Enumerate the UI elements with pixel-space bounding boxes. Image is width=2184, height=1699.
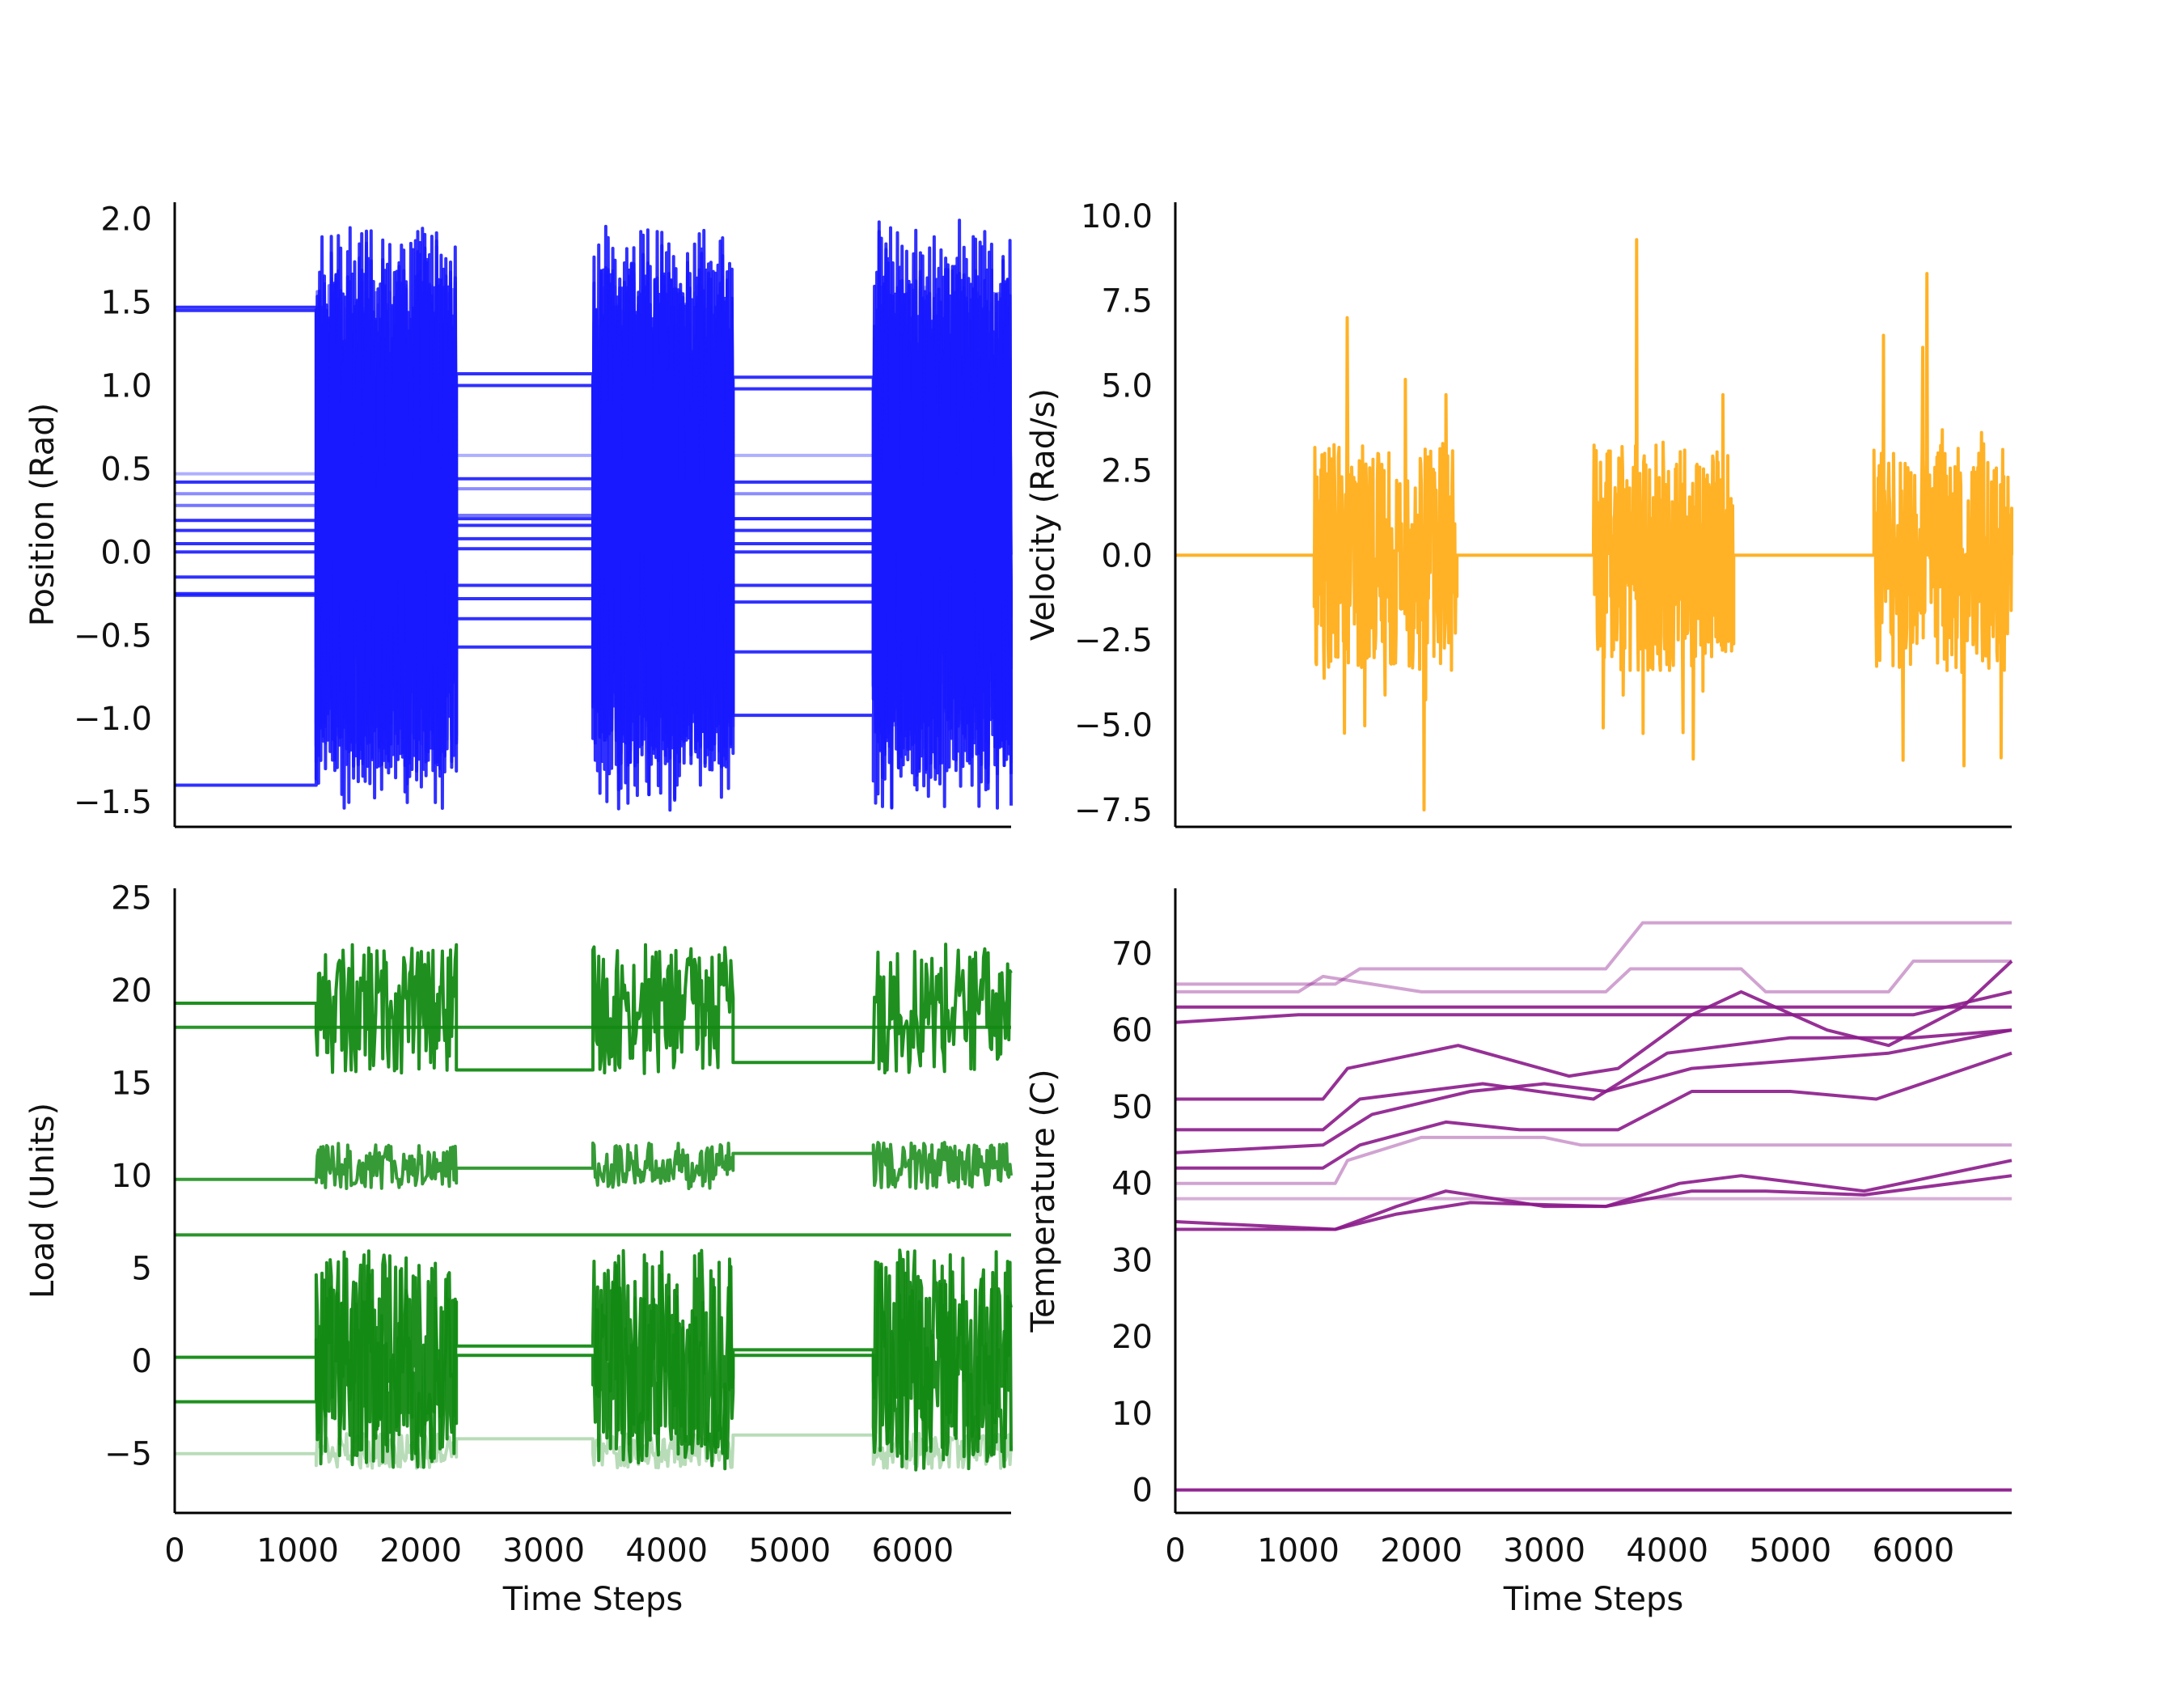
temperature-series-temp-h — [1175, 1051, 2013, 1170]
velocity-ytick-label: 5.0 — [1101, 368, 1153, 405]
velocity-ytick-label: −5.0 — [1074, 707, 1153, 744]
temperature-xtick-label: 5000 — [1749, 1532, 1831, 1570]
velocity-ytick-label: −2.5 — [1074, 622, 1153, 659]
temperature-ytick-label: 10 — [1111, 1396, 1153, 1433]
temperature-panel: 0 10 20 30 40 50 60 70 0 1000 2000 3000 4000 5000 6000… — [1025, 888, 2013, 1618]
temperature-xlabel: Time Steps — [1503, 1581, 1684, 1618]
position-ylabel: Position (Rad) — [24, 403, 61, 626]
load-ytick-label: 20 — [111, 972, 152, 1010]
velocity-ytick-label: 2.5 — [1101, 452, 1153, 489]
position-plot-area — [175, 218, 1013, 812]
temperature-xtick-label: 4000 — [1626, 1532, 1708, 1570]
position-series-joint-14 — [175, 226, 1013, 810]
load-ytick-label: 10 — [111, 1158, 152, 1195]
velocity-ylabel: Velocity (Rad/s) — [1025, 388, 1062, 641]
load-ytick-label: 0 — [132, 1343, 152, 1380]
temperature-series-temp-e — [1175, 960, 2013, 1101]
temperature-ytick-label: 50 — [1111, 1089, 1153, 1126]
load-ytick-label: 15 — [111, 1066, 152, 1103]
load-xtick-label: 1000 — [256, 1532, 339, 1570]
temperature-xtick-label: 3000 — [1503, 1532, 1585, 1570]
temperature-ytick-label: 40 — [1111, 1166, 1153, 1203]
temperature-series-temp-g — [1175, 1028, 2013, 1155]
temperature-series-temp-d — [1175, 989, 2013, 1024]
temperature-xtick-label: 1000 — [1257, 1532, 1340, 1570]
position-ytick-label: −1.5 — [74, 784, 152, 821]
position-ytick-label: 0.5 — [100, 451, 152, 488]
temperature-ytick-label: 0 — [1132, 1472, 1153, 1510]
load-panel: −5 0 5 10 15 20 25 0 1000 2000 3000 4000 5000 6000 Loa… — [24, 879, 1013, 1618]
velocity-plot-area — [1175, 238, 2013, 811]
load-xtick-label: 4000 — [625, 1532, 708, 1570]
temperature-ytick-label: 70 — [1111, 936, 1153, 973]
temperature-ylabel: Temperature (C) — [1025, 1069, 1062, 1333]
temperature-xtick-label: 2000 — [1380, 1532, 1462, 1570]
position-ytick-label: 1.0 — [100, 367, 152, 405]
temperature-series-temp-i — [1175, 1135, 2012, 1185]
velocity-ytick-label: 10.0 — [1081, 198, 1153, 235]
velocity-panel: −7.5 −5.0 −2.5 0.0 2.5 5.0 7.5 10.0 Velocity (Ra… — [1025, 198, 2013, 829]
load-ytick-label: 5 — [132, 1251, 152, 1288]
load-ytick-label: −5 — [104, 1436, 152, 1473]
velocity-series-velocity-all-joints — [1175, 238, 2013, 811]
load-series-load-3 — [175, 1141, 1013, 1191]
position-ytick-label: −1.0 — [74, 701, 152, 738]
load-series-load-1 — [175, 943, 1013, 1075]
temperature-xtick-label: 0 — [1165, 1532, 1185, 1570]
temperature-series-temp-a — [1175, 921, 2012, 986]
temperature-xtick-label: 6000 — [1872, 1532, 1954, 1570]
load-ytick-label: 25 — [111, 879, 152, 917]
load-xtick-label: 5000 — [748, 1532, 831, 1570]
velocity-ytick-label: −7.5 — [1074, 792, 1153, 829]
load-series-load-6 — [175, 1257, 1013, 1465]
temperature-series-temp-l — [1175, 1174, 2013, 1231]
load-xtick-label: 2000 — [379, 1532, 462, 1570]
load-series-load-7 — [175, 1431, 1013, 1470]
temperature-series-temp-k — [1175, 1159, 2013, 1231]
velocity-ytick-label: 0.0 — [1101, 537, 1153, 574]
temperature-ytick-label: 30 — [1111, 1242, 1153, 1279]
load-plot-area — [175, 943, 1013, 1472]
load-xtick-label: 3000 — [502, 1532, 585, 1570]
position-ytick-label: −0.5 — [74, 617, 152, 655]
position-ytick-label: 0.0 — [100, 534, 152, 571]
position-panel: −1.5 −1.0 −0.5 0.0 0.5 1.0 1.5 2.0 Position (Rad… — [24, 201, 1013, 828]
load-ylabel: Load (Units) — [24, 1103, 61, 1299]
temperature-plot-area — [1175, 921, 2013, 1492]
position-ytick-label: 2.0 — [100, 201, 152, 239]
temperature-ytick-label: 20 — [1111, 1319, 1153, 1356]
temperature-ytick-label: 60 — [1111, 1012, 1153, 1049]
load-xtick-label: 0 — [164, 1532, 184, 1570]
temperature-series-temp-f — [1175, 1028, 2013, 1132]
load-xtick-label: 6000 — [871, 1532, 954, 1570]
temperature-series-temp-b — [1175, 960, 2012, 994]
position-ytick-label: 1.5 — [100, 285, 152, 322]
load-xlabel: Time Steps — [502, 1581, 684, 1618]
velocity-ytick-label: 7.5 — [1101, 283, 1153, 320]
